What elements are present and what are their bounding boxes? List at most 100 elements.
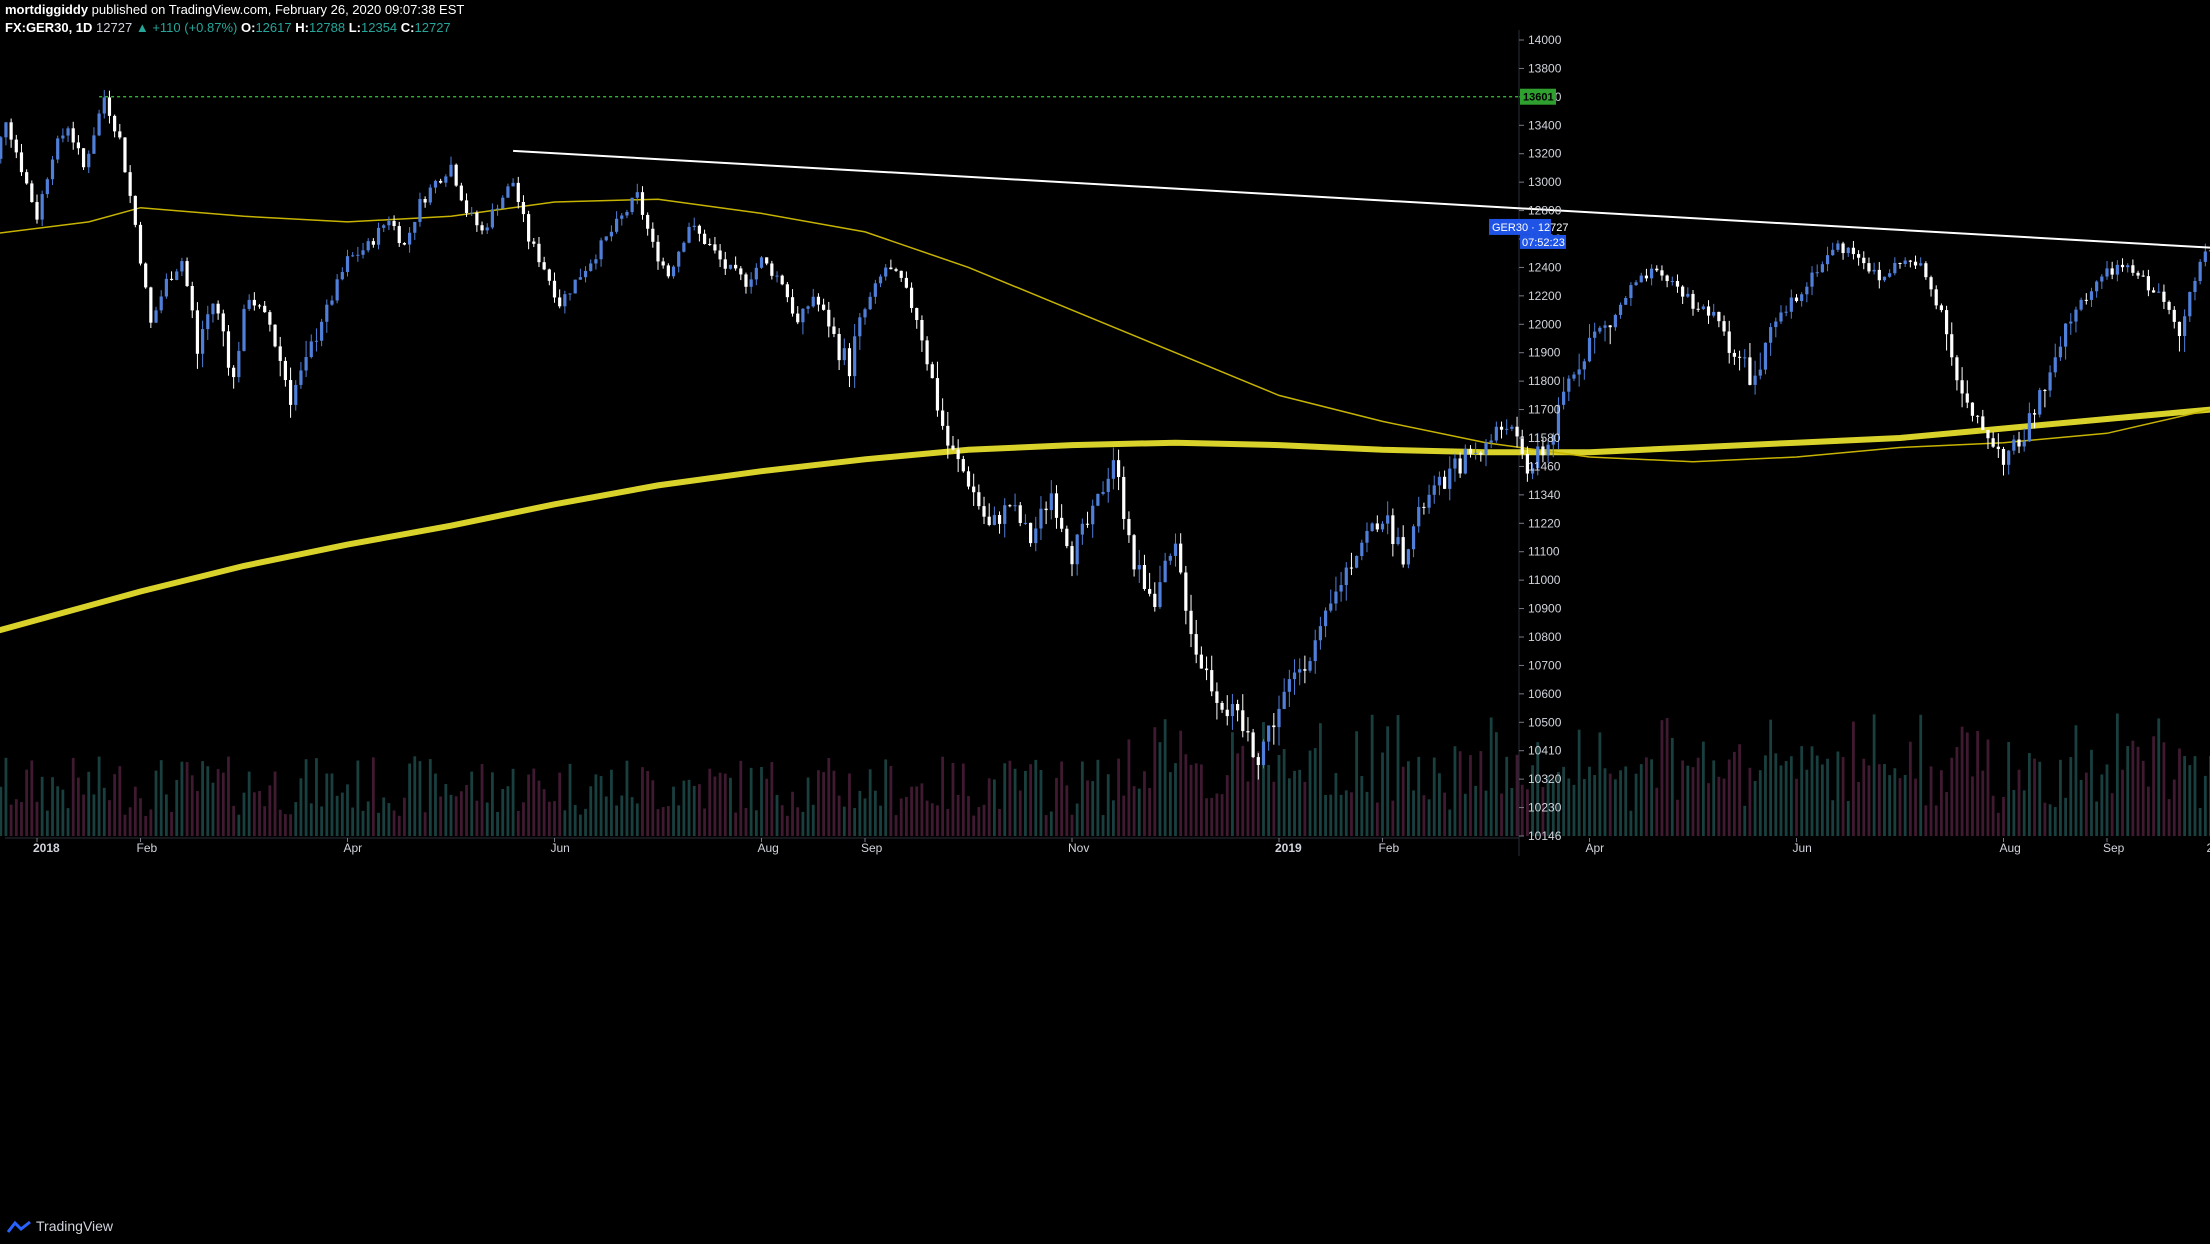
volume-bar xyxy=(346,784,349,836)
volume-bar xyxy=(216,769,220,836)
volume-bar xyxy=(1960,726,1964,836)
drawn-lines[interactable] xyxy=(99,96,2210,290)
volume-bar xyxy=(1572,784,1576,836)
volume-bar xyxy=(1319,723,1322,836)
time-axis[interactable]: 2018 Feb Apr Jun Aug Sep Nov 2019 Feb Apr Jun Aug Se… xyxy=(33,838,2210,855)
volume-bar xyxy=(651,780,655,836)
volume-bar xyxy=(423,812,427,836)
candle-body xyxy=(149,287,153,323)
volume-bar xyxy=(1308,750,1312,836)
price-axis[interactable]: 1400013800136001340013200130001280012600… xyxy=(1519,33,1562,843)
volume-bar xyxy=(1339,794,1343,836)
candle-body xyxy=(1437,476,1442,486)
candle-body xyxy=(521,202,526,215)
volume-bar xyxy=(946,808,950,836)
volume-bar xyxy=(2162,742,2166,836)
candle-body xyxy=(1888,273,1892,277)
candle-body xyxy=(299,370,303,385)
volume-bar xyxy=(1986,739,1990,836)
candle-body xyxy=(1261,741,1266,765)
volume-bar xyxy=(630,797,634,836)
candle-body xyxy=(1929,277,1933,290)
volume-bar xyxy=(1826,758,1829,836)
volume-bar xyxy=(2157,718,2161,836)
volume-bar xyxy=(335,795,339,836)
volume-bar xyxy=(2183,756,2187,836)
candle-body xyxy=(1484,442,1488,455)
author-name[interactable]: mortdiggiddy xyxy=(5,2,89,17)
candle-body xyxy=(278,346,282,361)
volume-bar xyxy=(87,771,91,836)
volume-bar xyxy=(956,795,960,836)
descending-trendline[interactable] xyxy=(513,149,2210,290)
volume-bar xyxy=(252,792,256,836)
volume-bar xyxy=(1350,792,1353,836)
volume-bar xyxy=(1738,744,1741,836)
volume-bar xyxy=(987,778,991,836)
volume-bar xyxy=(1432,757,1436,836)
candle-body xyxy=(1411,526,1416,550)
candle-body xyxy=(1769,327,1773,343)
candle-body xyxy=(164,278,168,297)
candle-body xyxy=(2043,390,2047,392)
volume-bar xyxy=(408,763,411,836)
candle-body xyxy=(2115,264,2119,275)
candle-body xyxy=(118,131,122,138)
candle-body xyxy=(1536,446,1540,469)
volume-bar xyxy=(242,792,246,836)
candle-body xyxy=(1593,331,1597,338)
volume-bar xyxy=(1427,799,1431,836)
candle-body xyxy=(790,297,795,314)
candle-body xyxy=(185,261,189,287)
volume-bar xyxy=(1603,768,1607,836)
volume-bar xyxy=(884,759,888,836)
volume-bar xyxy=(1003,763,1007,836)
candle-body xyxy=(2100,276,2104,282)
volume-bar xyxy=(30,760,34,836)
volume-bar xyxy=(708,768,712,836)
candle-body xyxy=(1763,342,1768,370)
candle-body xyxy=(2120,264,2125,268)
candle-body xyxy=(1432,485,1436,495)
volume-bar xyxy=(1158,742,1162,836)
x-tick-label: 2018 xyxy=(33,841,60,855)
tradingview-logo-icon[interactable] xyxy=(6,1220,32,1234)
candle-body xyxy=(878,276,883,284)
volume-bar xyxy=(1246,781,1250,836)
candle-body xyxy=(1825,255,1830,265)
candle-body xyxy=(1924,263,1928,278)
candle-body xyxy=(1851,247,1856,255)
volume-bar xyxy=(610,769,613,836)
candle-body xyxy=(2126,265,2130,268)
candle-body xyxy=(1091,505,1095,525)
volume-bar xyxy=(677,805,681,836)
candle-body xyxy=(1453,458,1457,469)
candle-body xyxy=(1836,243,1840,250)
volume-bar xyxy=(615,805,618,836)
volume-bar xyxy=(196,791,199,836)
tradingview-brand[interactable]: TradingView xyxy=(36,1218,114,1234)
volume-bar xyxy=(480,764,484,836)
volume-bar xyxy=(221,772,225,836)
candle-body xyxy=(1308,661,1312,671)
candle-body xyxy=(2007,450,2011,465)
candle-body xyxy=(2089,291,2094,300)
candle-body xyxy=(1101,491,1105,494)
candle-body xyxy=(169,278,174,280)
symbol-label[interactable]: FX:GER30, 1D xyxy=(5,20,93,35)
volume-bar xyxy=(734,812,738,836)
y-tick-label: 11900 xyxy=(1528,346,1561,360)
volume-bar xyxy=(470,771,474,836)
candle-body xyxy=(1696,308,1700,310)
candle-body xyxy=(252,299,256,306)
volume-bar xyxy=(1101,815,1105,836)
volume-bar xyxy=(25,769,29,836)
volume-bar xyxy=(527,774,531,836)
candle-body xyxy=(1820,264,1824,273)
volume-bar xyxy=(14,799,18,836)
volume-bar xyxy=(915,786,919,836)
volume-bar xyxy=(1287,778,1291,836)
candle-body xyxy=(1127,518,1131,536)
y-tick-label: 10320 xyxy=(1528,772,1562,786)
